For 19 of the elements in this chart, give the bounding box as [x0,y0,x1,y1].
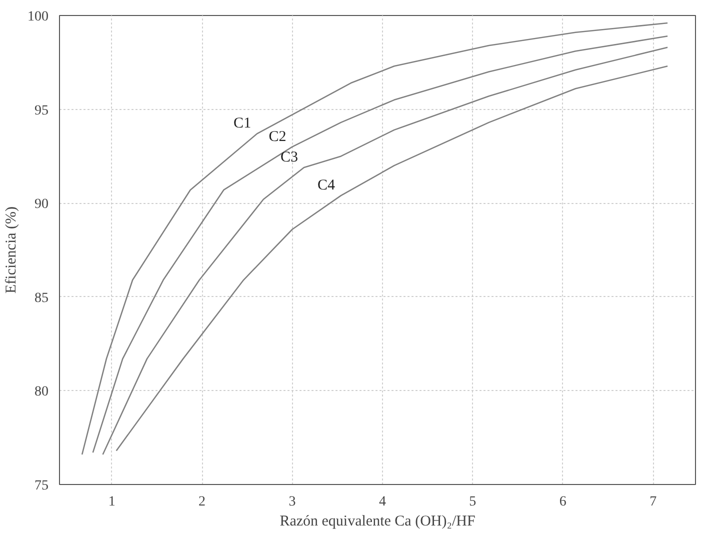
x-tick-label: 7 [650,494,657,510]
y-tick-label: 80 [34,384,48,400]
x-axis-title: Razón equivalente Ca (OH)₂/HF [280,514,476,530]
series-label: C3 [280,149,298,166]
x-tick-label: 4 [378,494,386,510]
y-tick-label: 75 [34,478,48,494]
x-tick-label: 2 [198,494,206,510]
y-tick-label: 100 [28,10,48,24]
x-tick-label: 1 [108,494,116,510]
series-label: C1 [234,116,252,132]
x-tick-label: 5 [469,494,476,510]
x-tick-label: 6 [559,494,566,510]
y-tick-label: 85 [34,290,48,306]
y-axis-title: Eficiencia (%) [4,206,20,294]
y-tick-label: 90 [34,197,48,212]
series-label: C2 [268,128,286,145]
x-tick-label: 3 [288,494,296,510]
y-tick-label: 95 [34,103,48,118]
series-label: C4 [317,178,336,194]
